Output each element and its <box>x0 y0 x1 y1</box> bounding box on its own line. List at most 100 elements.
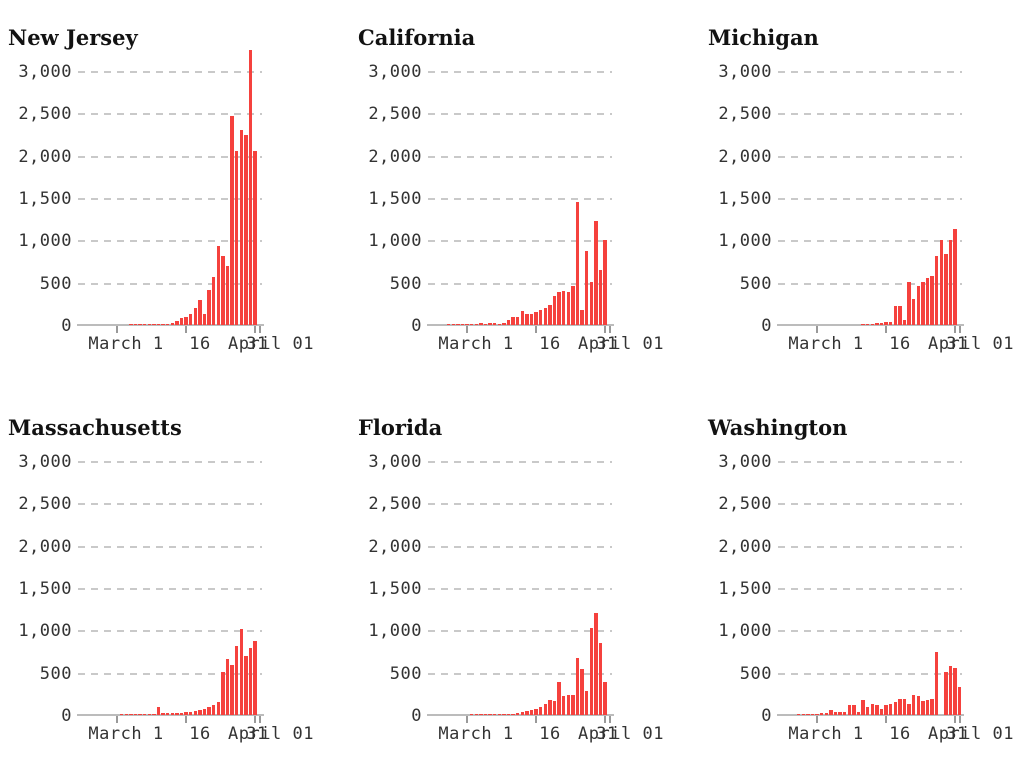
x-tick-label: April 01 <box>228 334 314 354</box>
y-tick-label: 500 <box>39 273 72 294</box>
bar <box>235 150 239 325</box>
chart-title-new-jersey: New Jersey <box>8 25 138 51</box>
x-axis-tick <box>954 326 957 333</box>
bar <box>824 712 828 715</box>
bar <box>875 704 879 715</box>
bar <box>930 698 934 715</box>
y-tick-label: 500 <box>389 663 422 684</box>
x-axis-tick <box>185 326 188 333</box>
plot: March 1 16 31 April 01 <box>777 44 1013 354</box>
bar <box>580 309 584 325</box>
bar <box>539 309 543 325</box>
bar <box>852 705 856 715</box>
x-tick-label: April 01 <box>578 334 664 354</box>
x-tick-label: March 1 <box>88 334 164 354</box>
y-tick-label: 1,500 <box>368 189 422 209</box>
y-tick-label: 3,000 <box>18 62 72 82</box>
bar <box>921 281 925 325</box>
bar <box>235 646 239 715</box>
bar <box>193 308 197 325</box>
y-tick-label: 500 <box>739 663 772 684</box>
bar <box>797 714 801 715</box>
x-tick-label: 16 <box>189 724 211 744</box>
y-tick-label: 2,500 <box>718 494 772 515</box>
bar <box>460 323 465 325</box>
bar <box>552 295 557 325</box>
x-axis-line <box>427 714 614 716</box>
bar <box>244 655 248 715</box>
y-tick-label: 1,000 <box>368 231 422 252</box>
x-tick-label: March 1 <box>788 334 864 354</box>
x-tick-label: 31 <box>246 724 268 744</box>
x-axis-tick <box>535 326 538 333</box>
bar <box>156 706 161 715</box>
x-tick-label: March 1 <box>438 334 514 354</box>
bar <box>916 286 920 325</box>
bar <box>184 712 188 715</box>
x-tick-label: 31 <box>596 724 618 744</box>
chart-title-michigan: Michigan <box>708 25 819 51</box>
bar <box>479 714 483 715</box>
bar <box>861 700 865 715</box>
x-axis-tick <box>116 326 119 333</box>
gridline <box>78 503 262 506</box>
y-tick-label: 1,000 <box>368 621 422 642</box>
x-axis-tick <box>116 716 119 723</box>
y-tick-label: 2,500 <box>368 104 422 125</box>
bar <box>603 681 607 715</box>
gridline <box>778 461 962 463</box>
bar <box>143 714 147 715</box>
bar <box>598 269 603 325</box>
bar <box>230 115 234 325</box>
bar <box>875 323 879 325</box>
gridline <box>778 503 962 506</box>
y-axis-labels: 3,000 2,500 2,000 1,500 1,000 500 0 <box>708 44 772 336</box>
bar <box>189 313 193 325</box>
gridline <box>778 630 962 633</box>
bar <box>806 714 810 715</box>
bar <box>520 712 524 715</box>
bar <box>170 323 174 325</box>
bar <box>239 629 243 715</box>
bar <box>879 322 884 325</box>
x-axis-tick <box>885 326 888 333</box>
gridline <box>78 461 262 463</box>
bar <box>525 313 529 325</box>
x-axis-tick <box>958 326 961 333</box>
x-tick-label: March 1 <box>788 724 864 744</box>
y-axis-labels: 3,000 2,500 2,000 1,500 1,000 500 0 <box>358 44 422 336</box>
bar <box>921 701 925 715</box>
y-tick-label: 1,000 <box>18 231 72 252</box>
bar <box>133 324 138 325</box>
bar <box>221 672 225 715</box>
bar <box>161 324 165 325</box>
bar <box>202 313 207 325</box>
gridline <box>778 113 962 116</box>
bar <box>898 305 902 325</box>
y-tick-label: 0 <box>411 706 422 726</box>
bar <box>810 713 815 715</box>
gridline <box>78 240 262 243</box>
bar <box>221 255 225 325</box>
bar <box>239 130 243 325</box>
y-tick-label: 1,500 <box>368 579 422 599</box>
bar <box>898 699 902 715</box>
bar <box>451 324 455 325</box>
bar <box>953 668 957 715</box>
bar <box>856 711 861 715</box>
x-axis-tick <box>954 716 957 723</box>
chart-washington: Washington 3,000 2,500 2,000 1,500 1,000 500 0… <box>708 398 1022 750</box>
bar <box>925 277 930 325</box>
x-tick-label: March 1 <box>88 724 164 744</box>
bar <box>566 694 570 715</box>
bar <box>884 705 888 715</box>
y-tick-label: 500 <box>739 273 772 294</box>
bar <box>847 704 851 715</box>
bar <box>944 253 948 325</box>
x-axis-tick <box>604 716 607 723</box>
bar <box>506 319 511 325</box>
bar <box>935 256 939 325</box>
y-tick-label: 2,500 <box>18 104 72 125</box>
y-tick-label: 500 <box>39 663 72 684</box>
chart-new-jersey: New Jersey 3,000 2,500 2,000 1,500 1,000 500 0… <box>8 8 322 360</box>
